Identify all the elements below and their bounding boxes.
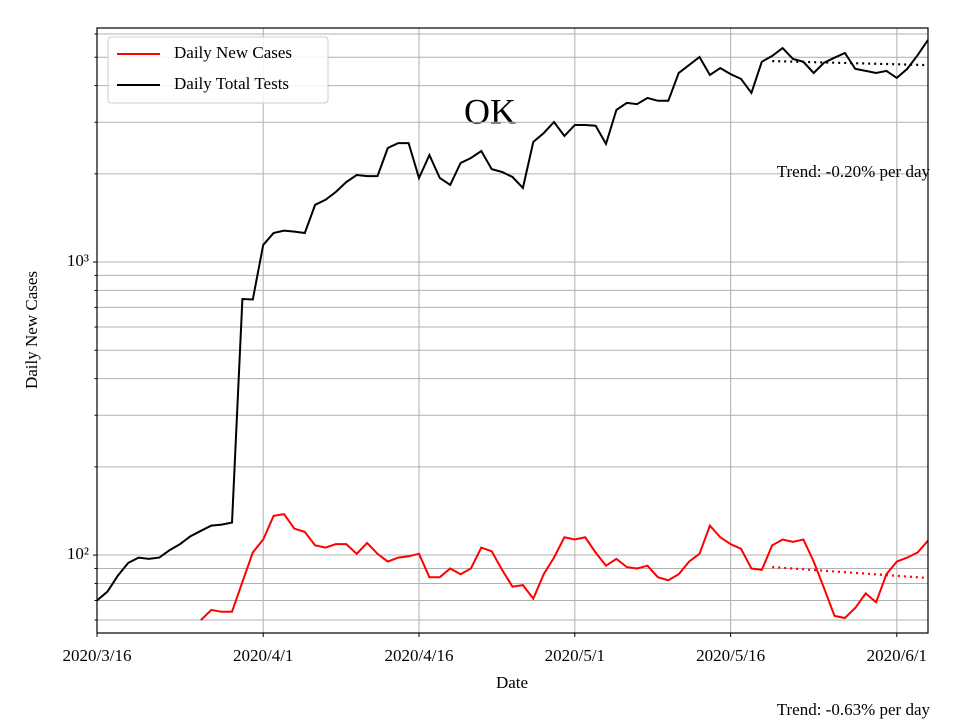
x-tick-label: 2020/6/1: [867, 646, 927, 665]
x-tick-label: 2020/3/16: [63, 646, 132, 665]
trend-label: Trend: -0.20% per day: [777, 162, 931, 181]
x-axis-label: Date: [496, 673, 528, 692]
legend-box: [107, 36, 329, 104]
plot-area: [97, 39, 928, 621]
y-tick-label: 10³: [67, 251, 89, 270]
series-line: [200, 513, 928, 621]
trend-line: [772, 60, 928, 67]
x-tick-label: 2020/5/16: [696, 646, 765, 665]
plot-frame: [96, 27, 929, 634]
x-tick-label: 2020/5/1: [545, 646, 605, 665]
x-tick-label: 2020/4/1: [233, 646, 293, 665]
annotation: OK: [464, 91, 516, 131]
series-line: [97, 39, 928, 602]
legend-label: Daily Total Tests: [174, 74, 289, 93]
x-tick-label: 2020/4/16: [385, 646, 454, 665]
trend-line: [772, 566, 928, 580]
trend-label: Trend: -0.63% per day: [777, 700, 931, 719]
y-tick-label: 10²: [67, 544, 89, 563]
legend: Daily New Cases Daily Total Tests: [107, 36, 329, 104]
legend-label: Daily New Cases: [174, 43, 292, 62]
y-axis-label: Daily New Cases: [22, 271, 41, 389]
